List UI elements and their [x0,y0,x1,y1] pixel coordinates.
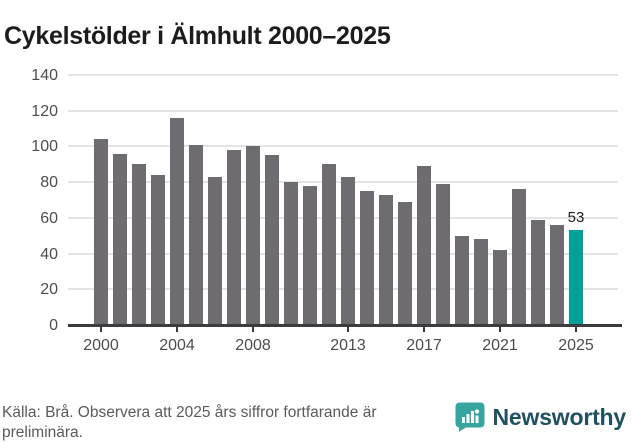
y-axis-label-20: 20 [40,281,58,299]
bar-2015 [379,194,393,325]
newsworthy-logo[interactable]: Newsworthy [455,402,626,432]
x-axis-label-2004: 2004 [159,337,195,354]
x-axis-label-2008: 2008 [235,337,271,354]
gridline-120 [68,109,618,112]
x-axis-tick-2025 [575,326,577,332]
bar-2000 [94,139,108,325]
gridline-100 [68,145,618,148]
page-title: Cykelstölder i Älmhult 2000–2025 [4,21,391,50]
bar-2019 [455,235,469,325]
bar-2007 [227,150,241,325]
bar-2003 [151,175,165,325]
bar-2002 [132,164,146,325]
x-axis-label-2000: 2000 [83,337,119,354]
y-axis-label-80: 80 [40,174,58,192]
bar-2022 [512,189,526,325]
x-axis-tick-2013 [347,326,349,332]
bar-2021 [493,250,507,325]
x-axis-tick-2017 [423,326,425,332]
x-axis-label-2013: 2013 [330,337,366,354]
source-note: Källa: Brå. Observera att 2025 års siffr… [2,404,377,441]
x-axis-tick-2000 [100,326,102,332]
y-axis-label-140: 140 [31,67,58,84]
x-axis-label-2017: 2017 [406,337,442,354]
highlight-value-label: 53 [567,209,585,227]
bar-2012 [322,164,336,325]
y-axis-label-100: 100 [31,138,58,156]
bar-2024 [550,225,564,325]
bar-2011 [303,185,317,325]
x-axis-tick-2021 [499,326,501,332]
x-axis-label-2021: 2021 [482,337,518,354]
y-axis-label-0: 0 [49,317,58,334]
bar-2020 [474,239,488,325]
bar-2017 [417,166,431,325]
y-axis-label-40: 40 [40,245,58,263]
bar-2004 [170,117,184,325]
bar-2005 [189,144,203,325]
bar-2014 [360,191,374,325]
bar-2008 [246,146,260,325]
x-axis-tick-2008 [252,326,254,332]
bar-2016 [398,201,412,325]
bar-2018 [436,183,450,325]
bar-2010 [284,182,298,325]
gridline-140 [68,74,618,76]
newsworthy-wordmark: Newsworthy [492,403,627,430]
x-axis-label-2025: 2025 [558,337,594,354]
x-axis-line [68,324,622,327]
bar-2006 [208,176,222,325]
bar-2009 [265,155,279,325]
y-axis-label-120: 120 [31,102,58,120]
y-axis-label-60: 60 [40,209,58,227]
bar-2013 [341,176,355,325]
bar-2023 [531,219,545,325]
bar-2025 [569,230,583,325]
bar-2001 [113,153,127,325]
newsworthy-bubble-chart-icon [455,402,485,432]
x-axis-tick-2004 [176,326,178,332]
